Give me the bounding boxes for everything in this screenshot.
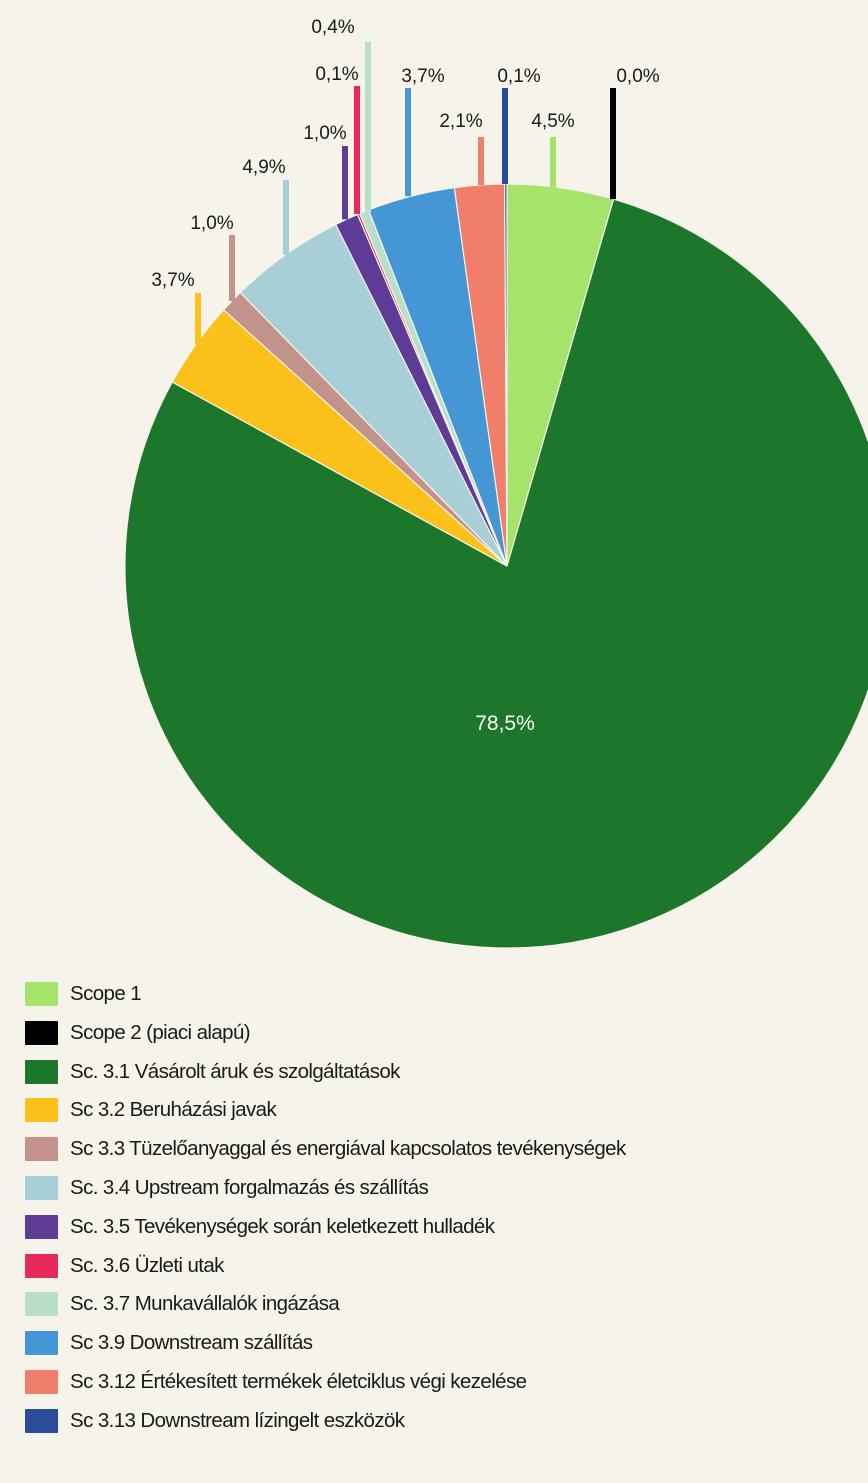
legend-label: Sc 3.9 Downstream szállítás [70,1331,313,1355]
legend-label: Sc. 3.7 Munkavállalók ingázása [70,1292,340,1316]
legend-item-sc-3-3-t-zel-anyaggal-s-energi-val-kapcsolatos-tev-kenys-gek: Sc 3.3 Tüzelőanyaggal és energiával kapc… [25,1133,865,1165]
legend-swatch [25,1098,58,1123]
legend-item-sc-3-13-downstream-l-zingelt-eszk-z-k: Sc 3.13 Downstream lízingelt eszközök [25,1405,865,1437]
data-label-sc-3-6-zleti-utak: 0,1% [315,64,358,85]
data-label-sc-3-1-v-s-rolt-ruk-s-szolg-ltat-sok: 78,5% [475,712,535,735]
legend-item-sc-3-6-zleti-utak: Sc. 3.6 Üzleti utak [25,1250,865,1282]
pie-chart: 4,5% 0,0% 78,5% 3,7% 1,0% 4,9% 1,0% 0,1% 0,4% 3,7… [124,17,868,949]
legend-label: Sc 3.3 Tüzelőanyaggal és energiával kapc… [70,1137,626,1161]
legend-item-scope-2-piaci-alap: Scope 2 (piaci alapú) [25,1017,865,1049]
legend-item-sc-3-5-tev-kenys-gek-sor-n-keletkezett-hullad-k: Sc. 3.5 Tevékenységek során keletkezett … [25,1211,865,1243]
data-label-sc-3-7-munkav-llal-k-ing-z-sa: 0,4% [311,17,354,38]
data-label-sc-3-12-rt-kes-tett-term-kek-letciklus-v-gi-kezel-se: 2,1% [439,111,482,132]
leader-lines [195,42,616,345]
legend-item-sc-3-2-beruh-z-si-javak: Sc 3.2 Beruházási javak [25,1094,865,1126]
legend-swatch [25,1175,58,1200]
data-label-scope-2-piaci-alap: 0,0% [616,66,659,87]
legend-swatch [25,1292,58,1317]
pie-slices [124,183,868,949]
legend-item-sc-3-4-upstream-forgalmaz-s-s-sz-ll-t-s: Sc. 3.4 Upstream forgalmazás és szállítá… [25,1172,865,1204]
legend-swatch [25,1369,58,1394]
slice-sc-3-1-v-s-rolt-ruk-s-szolg-ltat-sok [124,198,868,949]
legend-label: Sc. 3.6 Üzleti utak [70,1253,224,1277]
legend-swatch [25,1214,58,1239]
legend-swatch [25,1137,58,1162]
legend-item-sc-3-7-munkav-llal-k-ing-z-sa: Sc. 3.7 Munkavállalók ingázása [25,1288,865,1320]
legend-swatch [25,1059,58,1084]
legend-label: Sc 3.12 Értékesített termékek életciklus… [70,1369,527,1393]
data-label-sc-3-4-upstream-forgalmaz-s-s-sz-ll-t-s: 4,9% [242,157,285,178]
legend-label: Sc 3.13 Downstream lízingelt eszközök [70,1408,405,1432]
legend-label: Sc. 3.5 Tevékenységek során keletkezett … [70,1214,495,1238]
data-label-sc-3-9-downstream-sz-ll-t-s: 3,7% [401,66,444,87]
data-label-sc-3-13-downstream-l-zingelt-eszk-z-k: 0,1% [497,66,540,87]
data-label-sc-3-5-tev-kenys-gek-sor-n-keletkezett-hullad-k: 1,0% [303,123,346,144]
data-label-scope-1: 4,5% [531,111,574,132]
legend-item-sc-3-9-downstream-sz-ll-t-s: Sc 3.9 Downstream szállítás [25,1327,865,1359]
legend-swatch [25,1020,58,1045]
legend-item-sc-3-1-v-s-rolt-ruk-s-szolg-ltat-sok: Sc. 3.1 Vásárolt áruk és szolgáltatások [25,1056,865,1088]
legend-swatch [25,1408,58,1433]
legend-label: Sc. 3.1 Vásárolt áruk és szolgáltatások [70,1059,400,1083]
data-labels: 4,5% 0,0% 78,5% 3,7% 1,0% 4,9% 1,0% 0,1% 0,4% 3,7… [151,17,659,735]
legend-item-scope-1: Scope 1 [25,978,865,1010]
legend: Scope 1 Scope 2 (piaci alapú) Sc. 3.1 Vásá… [25,978,865,1444]
legend-swatch [25,982,58,1006]
legend-label: Sc. 3.4 Upstream forgalmazás és szállítá… [70,1175,429,1199]
data-label-sc-3-2-beruh-z-si-javak: 3,7% [151,270,194,291]
legend-label: Sc 3.2 Beruházási javak [70,1098,277,1122]
data-label-sc-3-3-t-zel-anyaggal-s-energi-val-kapcsolatos-tev-kenys-gek: 1,0% [190,213,233,234]
legend-swatch [25,1253,58,1278]
legend-swatch [25,1331,58,1356]
legend-label: Scope 2 (piaci alapú) [70,1020,251,1044]
legend-label: Scope 1 [70,982,142,1005]
legend-item-sc-3-12-rt-kes-tett-term-kek-letciklus-v-gi-kezel-se: Sc 3.12 Értékesített termékek életciklus… [25,1366,865,1398]
